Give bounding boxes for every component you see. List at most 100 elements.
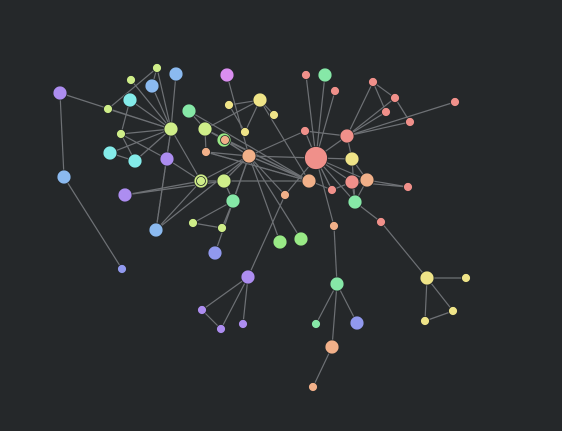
graph-edge (228, 104, 246, 133)
graph-node[interactable] (217, 223, 227, 233)
graph-node[interactable] (220, 135, 230, 145)
graph-node[interactable] (126, 75, 136, 85)
graph-node[interactable] (448, 306, 458, 316)
graph-node[interactable] (390, 93, 400, 103)
graph-node[interactable] (168, 66, 184, 82)
graph-node[interactable] (240, 269, 256, 285)
graph-edge (372, 81, 387, 113)
graph-edge (204, 99, 261, 130)
graph-node[interactable] (269, 110, 279, 120)
graph-node[interactable] (339, 128, 355, 144)
graph-node[interactable] (102, 145, 118, 161)
graph-node[interactable] (197, 121, 213, 137)
graph-node[interactable] (376, 217, 386, 227)
node-layer (52, 63, 471, 392)
graph-node[interactable] (197, 305, 207, 315)
graph-node[interactable] (216, 324, 226, 334)
graph-edge (63, 176, 123, 270)
graph-node[interactable] (368, 77, 378, 87)
graph-edge (155, 180, 202, 231)
graph-node[interactable] (330, 86, 340, 96)
graph-node[interactable] (188, 218, 198, 228)
graph-node[interactable] (238, 319, 248, 329)
graph-node[interactable] (240, 127, 250, 137)
graph-node[interactable] (241, 148, 257, 164)
graph-node[interactable] (52, 85, 68, 101)
graph-edge (226, 74, 250, 157)
graph-node[interactable] (349, 315, 365, 331)
graph-edge (170, 73, 177, 130)
graph-node[interactable] (344, 174, 360, 190)
graph-edge (259, 99, 310, 182)
graph-node[interactable] (219, 67, 235, 83)
graph-node[interactable] (122, 92, 138, 108)
graph-node[interactable] (324, 339, 340, 355)
graph-node[interactable] (293, 231, 309, 247)
graph-node[interactable] (159, 151, 175, 167)
graph-edge (156, 67, 172, 130)
graph-node[interactable] (207, 245, 223, 261)
graph-node[interactable] (56, 169, 72, 185)
graph-node[interactable] (381, 107, 391, 117)
graph-edge (155, 155, 250, 231)
graph-node[interactable] (224, 100, 234, 110)
graph-edge (59, 92, 65, 178)
graph-edge (346, 97, 396, 137)
graph-edge (346, 81, 374, 137)
graph-edge (107, 67, 158, 110)
graph-edge (192, 222, 223, 229)
graph-node[interactable] (148, 222, 164, 238)
graph-node[interactable] (359, 172, 375, 188)
graph-node[interactable] (116, 129, 126, 139)
graph-node[interactable] (329, 221, 339, 231)
graph-node[interactable] (419, 270, 435, 286)
graph-edge (151, 85, 172, 130)
graph-node[interactable] (304, 146, 328, 170)
graph-node[interactable] (103, 104, 113, 114)
graph-node[interactable] (347, 194, 363, 210)
graph-node[interactable] (280, 190, 290, 200)
graph-node[interactable] (201, 147, 211, 157)
graph-node[interactable] (181, 103, 197, 119)
graph-node[interactable] (403, 182, 413, 192)
graph-edge (155, 128, 172, 231)
graph-node[interactable] (420, 316, 430, 326)
graph-edge (188, 110, 310, 182)
graph-node[interactable] (225, 193, 241, 209)
graph-edge (201, 276, 249, 311)
graph-node[interactable] (308, 382, 318, 392)
graph-node[interactable] (127, 153, 143, 169)
graph-edge (124, 180, 202, 196)
graph-node[interactable] (152, 63, 162, 73)
graph-node[interactable] (329, 276, 345, 292)
graph-edge (109, 128, 172, 154)
graph-node[interactable] (344, 151, 360, 167)
graph-node[interactable] (272, 234, 288, 250)
graph-node[interactable] (327, 185, 337, 195)
graph-node[interactable] (317, 67, 333, 83)
graph-edge (315, 283, 338, 325)
graph-node[interactable] (117, 187, 133, 203)
graph-node[interactable] (461, 273, 471, 283)
graph-node[interactable] (144, 78, 160, 94)
graph-edge (120, 128, 172, 135)
graph-edge (129, 99, 172, 130)
graph-edge (346, 101, 456, 137)
graph-node[interactable] (117, 264, 127, 274)
graph-node[interactable] (311, 319, 321, 329)
graph-node[interactable] (252, 92, 268, 108)
graph-node[interactable] (301, 70, 311, 80)
graph-node[interactable] (196, 176, 206, 186)
graph-node[interactable] (450, 97, 460, 107)
graph-node[interactable] (300, 126, 310, 136)
graph-node[interactable] (216, 173, 232, 189)
graph-node[interactable] (163, 121, 179, 137)
graph-node[interactable] (405, 117, 415, 127)
graph-edge (170, 128, 202, 182)
graph-node[interactable] (301, 173, 317, 189)
graph-edge (346, 111, 387, 137)
graph-edge (134, 128, 172, 162)
graph-edge (331, 283, 338, 348)
